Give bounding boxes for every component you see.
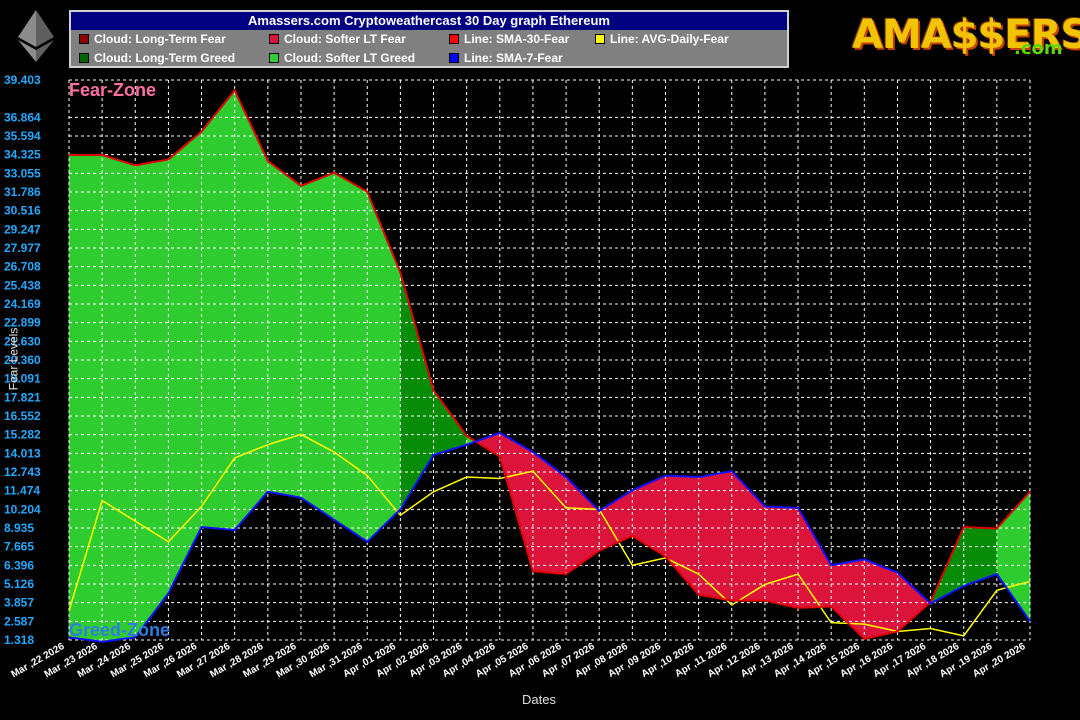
- y-tick-label: 14.013: [4, 446, 41, 460]
- y-tick-label: 16.552: [4, 409, 41, 423]
- y-tick-label: 11.474: [4, 484, 40, 498]
- y-tick-label: 6.396: [4, 558, 34, 572]
- legend-item-avg-daily-fear: Line: AVG-Daily-Fear: [595, 32, 729, 46]
- y-axis-title: Fear Levels: [6, 327, 21, 391]
- y-tick-label: 20.360: [4, 353, 41, 367]
- fear-cloud-segment: [532, 451, 567, 575]
- fear-cloud-segment: [598, 489, 633, 552]
- fear-cloud-segment: [764, 506, 799, 609]
- y-tick-label: 22.899: [4, 316, 41, 330]
- legend-item-sma-7-fear: Line: SMA-7-Fear: [449, 51, 563, 65]
- fear-cloud-segment: [565, 476, 600, 575]
- y-tick-label: 39.403: [4, 73, 41, 87]
- y-tick-label: 33.055: [4, 166, 41, 180]
- brand-logo-suffix: .com: [1014, 38, 1063, 59]
- greed-cloud-segment: [101, 154, 136, 643]
- fear-cloud-segment: [897, 571, 931, 633]
- y-tick-label: 12.743: [4, 465, 41, 479]
- legend-item-softer-lt-fear: Cloud: Softer LT Fear: [269, 32, 406, 46]
- y-tick-label: 29.247: [4, 222, 41, 236]
- y-tick-label: 30.516: [4, 204, 41, 218]
- legend-item-sma-30-fear: Line: SMA-30-Fear: [449, 32, 569, 46]
- y-tick-label: 10.204: [4, 502, 41, 516]
- legend-item-long-term-fear: Cloud: Long-Term Fear: [79, 32, 226, 46]
- sma-7-fear-line: [68, 431, 1031, 643]
- y-tick-label: 26.708: [4, 260, 41, 274]
- fear-zone-label: Fear-Zone: [69, 80, 157, 100]
- y-tick-label: 5.126: [4, 577, 34, 591]
- greed-cloud-segment: [234, 90, 269, 531]
- y-tick-label: 2.587: [4, 614, 34, 628]
- y-tick-label: 35.594: [4, 129, 41, 143]
- legend-item-long-term-greed: Cloud: Long-Term Greed: [79, 51, 235, 65]
- greed-cloud-segment: [134, 159, 169, 639]
- y-tick-label: 36.864: [4, 110, 41, 124]
- y-tick-label: 19.091: [4, 372, 41, 386]
- y-tick-label: 7.665: [4, 540, 34, 554]
- greed-cloud-segment: [300, 172, 335, 521]
- avg-daily-fear-line: [68, 433, 1031, 637]
- brand-logo: AMA$$ERS: [852, 12, 1080, 58]
- greed-zone-label: Greed-Zone: [69, 620, 171, 640]
- x-axis-title: Dates: [522, 692, 556, 707]
- y-tick-label: 1.318: [4, 633, 34, 647]
- y-tick-label: 8.935: [4, 521, 34, 535]
- legend-item-softer-lt-greed: Cloud: Softer LT Greed: [269, 51, 415, 65]
- y-tick-label: 27.977: [4, 241, 41, 255]
- chart-legend: Amassers.com Cryptoweathercast 30 Day gr…: [69, 10, 789, 68]
- greed-cloud-segment: [366, 191, 401, 543]
- chart-title: Amassers.com Cryptoweathercast 30 Day gr…: [71, 12, 787, 30]
- greed-cloud-segment: [267, 160, 302, 498]
- y-tick-label: 21.630: [4, 334, 41, 348]
- y-tick-label: 17.821: [4, 390, 41, 404]
- y-tick-label: 15.282: [4, 428, 41, 442]
- greed-cloud-segment: [68, 154, 103, 643]
- y-tick-label: 34.325: [4, 148, 41, 162]
- ethereum-icon: [18, 10, 54, 62]
- sma-30-fear-line: [69, 88, 1031, 640]
- y-tick-label: 3.857: [4, 596, 34, 610]
- fear-cloud-segment: [698, 470, 733, 601]
- y-tick-label: 31.786: [4, 185, 41, 199]
- greed-cloud-segment: [333, 172, 368, 543]
- fear-cloud-segment: [830, 559, 865, 640]
- y-tick-label: 24.169: [4, 297, 41, 311]
- y-tick-label: 25.438: [4, 278, 41, 292]
